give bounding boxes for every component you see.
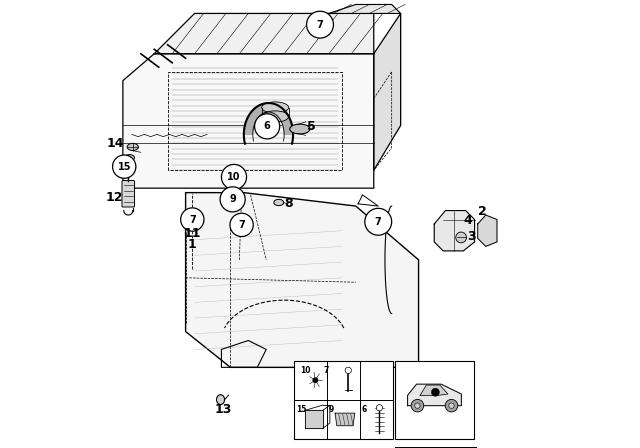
Text: 5: 5 [307,120,316,133]
Text: 9: 9 [328,405,334,414]
Polygon shape [408,384,461,406]
Text: 6: 6 [362,405,367,414]
Polygon shape [305,410,323,428]
Circle shape [411,400,424,412]
Text: 9: 9 [229,194,236,204]
Circle shape [307,11,333,38]
Text: 13: 13 [215,403,232,417]
Polygon shape [329,4,401,13]
Ellipse shape [290,124,310,134]
Circle shape [255,114,280,139]
Circle shape [415,403,420,409]
Text: 6: 6 [264,121,271,131]
Ellipse shape [125,155,134,161]
Text: 11: 11 [184,227,201,241]
Text: 4: 4 [463,214,472,227]
Text: 2: 2 [478,205,486,218]
Ellipse shape [274,199,284,206]
Text: 7: 7 [324,366,329,375]
Text: 14: 14 [106,137,124,150]
FancyBboxPatch shape [122,181,134,207]
Text: 12: 12 [105,190,123,204]
Text: 3: 3 [467,230,476,243]
Polygon shape [154,13,374,54]
Circle shape [376,405,383,411]
Text: 15: 15 [296,405,306,414]
Text: 7: 7 [375,217,381,227]
Text: 10: 10 [301,366,311,375]
Polygon shape [435,211,474,251]
Polygon shape [374,13,401,170]
Polygon shape [186,193,419,367]
Text: 7: 7 [317,20,323,30]
Circle shape [113,155,136,178]
Circle shape [456,232,467,243]
Ellipse shape [262,102,289,113]
Circle shape [449,403,454,409]
Polygon shape [123,54,374,188]
Circle shape [221,164,246,190]
Ellipse shape [127,143,138,151]
Text: 10: 10 [227,172,241,182]
Text: 1: 1 [188,237,196,251]
Circle shape [180,208,204,231]
Ellipse shape [216,395,225,405]
Bar [396,361,474,439]
Text: 7: 7 [238,220,245,230]
Polygon shape [335,413,355,426]
Polygon shape [420,385,448,395]
Circle shape [220,187,245,212]
Circle shape [431,388,440,396]
Polygon shape [477,215,497,246]
Circle shape [365,208,392,235]
Text: 7: 7 [189,215,196,224]
Circle shape [230,213,253,237]
Circle shape [313,378,318,383]
Text: 8: 8 [284,197,293,211]
Ellipse shape [262,111,289,122]
Circle shape [445,400,458,412]
Bar [294,361,392,439]
Polygon shape [244,103,293,134]
Circle shape [345,367,351,374]
Text: 15: 15 [118,162,131,172]
